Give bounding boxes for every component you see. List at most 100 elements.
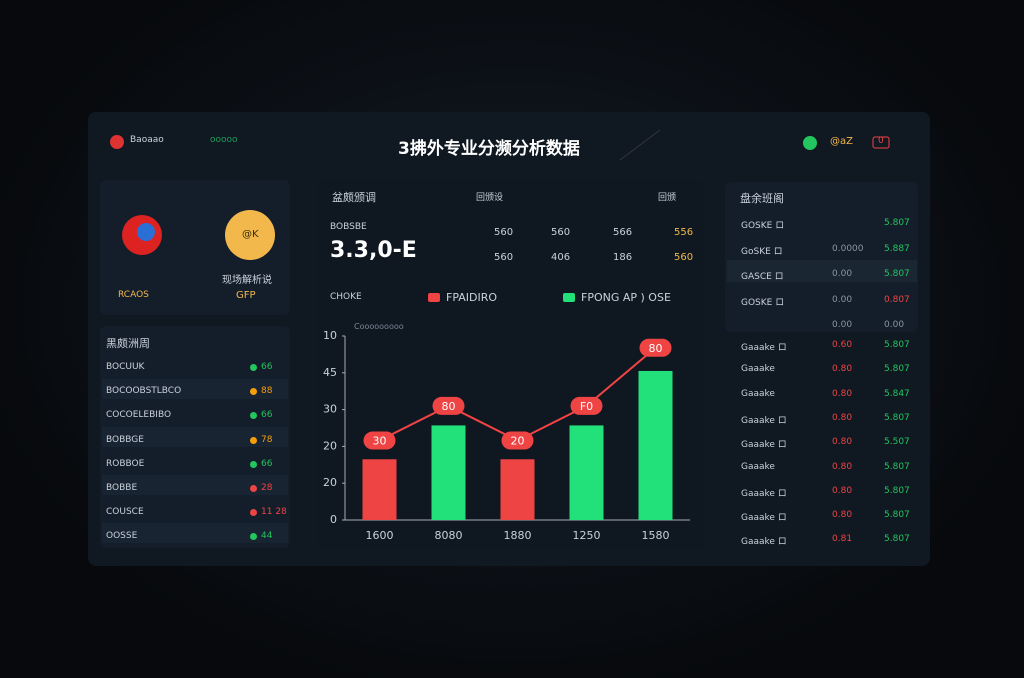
row-name: BOCOOBSTLBCO	[106, 386, 182, 397]
row-value: 0.0000	[832, 243, 864, 254]
coin	[225, 210, 275, 260]
row-value: 0.80	[832, 364, 853, 375]
section-title: 盘余班阁	[740, 192, 784, 205]
row-value: 11 28	[261, 507, 287, 518]
row-name: Gaaake ロ	[741, 488, 787, 499]
row-value: 5.847	[884, 388, 910, 399]
bar	[500, 459, 535, 520]
y-tick-label: 30	[323, 403, 337, 416]
row-value: 5.807	[884, 412, 910, 423]
stat: 556	[674, 227, 694, 238]
title: 3拂外专业分濒分析数据	[398, 139, 580, 159]
row-value: 0.80	[832, 412, 853, 423]
row-value: 0.60	[832, 340, 853, 350]
brand: Baoaao	[130, 135, 164, 145]
x-tick-label: 1250	[573, 529, 601, 542]
stat: 560	[494, 227, 514, 238]
row-name: Gaaake	[741, 388, 775, 399]
row-value: 0.00	[832, 320, 853, 330]
line-label: F0	[580, 400, 593, 413]
hero-caption: RCAOS	[118, 290, 149, 300]
stat: 566	[613, 227, 633, 238]
row-value: 28	[261, 483, 273, 493]
row-value: 5.807	[884, 364, 910, 375]
bar	[362, 459, 397, 520]
row-highlight	[102, 523, 288, 543]
row-name: Gaaake ロ	[741, 537, 787, 548]
section-title: 黑颇洲周	[106, 337, 150, 350]
row-name: BOBBE	[106, 483, 138, 493]
row-highlight	[102, 427, 288, 447]
y-tick-label: 20	[323, 439, 337, 452]
y-tick-label: 45	[323, 366, 337, 379]
row-name: BOBBGE	[106, 434, 144, 445]
col-header: 回颁	[658, 193, 677, 203]
row-value: 0.80	[832, 388, 853, 399]
row-highlight	[727, 260, 917, 282]
row-value: 5.807	[884, 534, 910, 545]
row-name: GoSKE ロ	[741, 246, 783, 257]
row-value: 5.807	[884, 461, 910, 472]
line-label-bg	[363, 431, 396, 450]
status-dot	[250, 412, 257, 420]
row-value: 78	[261, 434, 273, 445]
stat: 186	[613, 252, 633, 263]
row-value: 5.807	[884, 218, 910, 228]
row-value: 0.81	[832, 534, 853, 545]
row-value: 0.80	[832, 485, 853, 496]
bar	[431, 425, 466, 520]
big-label: BOBSBE	[330, 222, 367, 232]
status-dot	[250, 485, 257, 492]
legend-swatch	[428, 293, 440, 302]
line-label: 80	[649, 342, 663, 355]
legend-label: FPAIDIRO	[446, 291, 497, 304]
row-value: 5.507	[884, 437, 910, 448]
row-value: 0.00	[832, 294, 853, 305]
row-value: 88	[261, 386, 273, 397]
brand-sub: ooooo	[210, 135, 238, 145]
x-tick-label: 1600	[366, 529, 394, 542]
row-name: Gaaake	[741, 364, 775, 375]
row-value: 0.00	[884, 320, 905, 330]
row-value: 66	[261, 458, 273, 469]
row-value: 0.00	[832, 269, 853, 279]
bar	[638, 370, 673, 520]
row-name: Gaaake ロ	[741, 343, 787, 353]
row-value: 5.807	[884, 485, 910, 496]
bar	[569, 425, 604, 520]
x-tick-label: 1880	[504, 529, 532, 542]
right-card	[725, 182, 918, 332]
row-name: OOSSE	[106, 531, 138, 542]
coin-label: @K	[242, 229, 259, 240]
row-name: GOSKE ロ	[741, 297, 785, 308]
status-dot	[250, 460, 257, 468]
status-dot	[250, 533, 257, 541]
row-value: 66	[261, 410, 273, 421]
row-value: 44	[261, 531, 273, 542]
row-name: Gaaake ロ	[741, 415, 787, 426]
row-name: Gaaake ロ	[741, 513, 787, 524]
row-highlight	[102, 379, 288, 399]
row-value: 5.807	[884, 510, 910, 521]
y-tick-label: 20	[323, 476, 337, 489]
row-name: Gaaake	[741, 461, 775, 472]
stat: 560	[674, 252, 694, 263]
logo-ball	[137, 223, 155, 241]
big-value: 3.3,0-E	[330, 238, 417, 263]
badge-box	[872, 136, 890, 149]
row-value: 5.887	[884, 243, 910, 254]
legend-swatch	[563, 293, 575, 302]
stat: 560	[494, 252, 514, 263]
row-value: 0.80	[832, 461, 853, 472]
status-dot	[803, 136, 817, 150]
hero-caption: 现场解析说	[222, 275, 272, 286]
row-name: GOSKE ロ	[741, 221, 785, 231]
col-header: 回颁设	[476, 193, 504, 203]
row-name: Gaaake ロ	[741, 440, 787, 451]
legend-label: CHOKE	[330, 292, 362, 302]
line-label-bg	[432, 396, 465, 415]
line-label-bg	[639, 338, 672, 357]
section-title: 盆颇颁调	[332, 191, 376, 204]
logo	[110, 135, 124, 149]
